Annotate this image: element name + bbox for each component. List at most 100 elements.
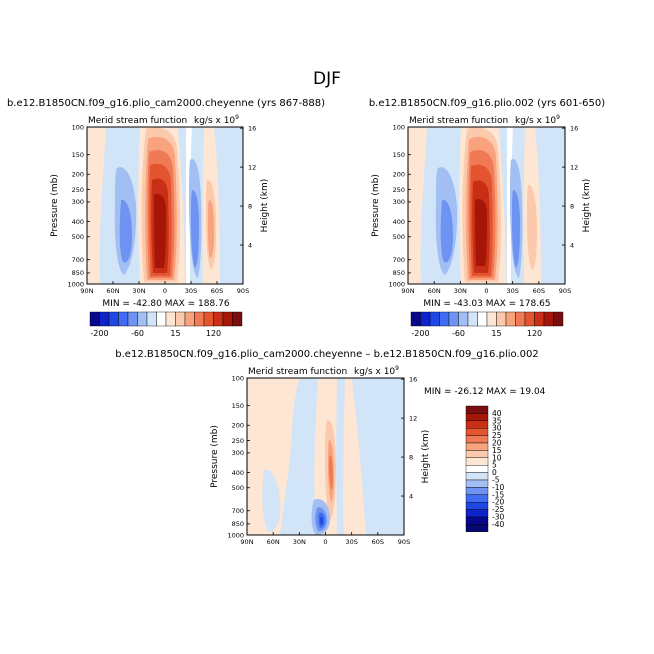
y-tick-label: 200	[393, 171, 405, 179]
panel-diff-title: b.e12.B1850CN.f09_g16.plio_cam2000.cheye…	[115, 349, 538, 360]
colorbar-swatch	[465, 413, 489, 421]
y-tick-label: 400	[72, 218, 84, 226]
colorbar-swatch	[465, 524, 489, 533]
panel-a-units: kg/s x 109	[194, 114, 239, 126]
panel-a-axes: 90N 60N 30N 0 30S 60S 90S 100 150 200 250 300 400 500…	[50, 123, 270, 295]
panel-b-stats: MIN = -43.03 MAX = 178.65	[423, 299, 550, 309]
x-tick-label: 0	[163, 287, 167, 295]
x-tick-label: 0	[323, 538, 327, 546]
colorbar-label: -20	[492, 498, 504, 507]
colorbar-label: -25	[492, 505, 504, 514]
y-right-tick-label: 8	[409, 453, 413, 461]
colorbar-label: 5	[492, 461, 497, 470]
x-tick-label: 60N	[106, 287, 119, 295]
panel-diff-subtitle: Merid stream function	[248, 367, 347, 377]
panel-b-subtitle: Merid stream function	[409, 116, 508, 126]
colorbar-swatch	[534, 311, 545, 327]
colorbar-swatch	[465, 420, 489, 429]
colorbar-swatch	[486, 311, 497, 327]
colorbar-label: 20	[492, 439, 502, 448]
x-tick-label: 30N	[132, 287, 145, 295]
x-tick-label: 60N	[267, 538, 280, 546]
y-tick-label: 300	[393, 198, 405, 206]
colorbar-swatch	[515, 311, 526, 327]
x-tick-label: 90S	[398, 538, 410, 546]
panel-diff: b.e12.B1850CN.f09_g16.plio_cam2000.cheye…	[115, 349, 545, 546]
y-right-axis-label: Height (km)	[582, 179, 592, 233]
colorbar-swatch	[465, 479, 489, 488]
y-tick-label: 1000	[67, 280, 84, 288]
panel-b-title: b.e12.B1850CN.f09_g16.plio.002 (yrs 601-…	[369, 98, 605, 109]
x-tick-label: 30S	[185, 287, 197, 295]
colorbar-label: 15	[492, 446, 502, 455]
y-tick-label: 150	[393, 151, 405, 159]
colorbar-swatch	[429, 311, 440, 327]
x-tick-label: 0	[484, 287, 488, 295]
panel-a-stats: MIN = -42.80 MAX = 188.76	[102, 299, 229, 309]
y-tick-label: 200	[232, 422, 244, 430]
panel-b-units: kg/s x 109	[515, 114, 560, 126]
contour-pos-6	[475, 199, 487, 266]
contour-neg-far-south	[541, 127, 565, 284]
y-tick-label: 100	[393, 123, 405, 131]
diff-neg-sw	[262, 469, 281, 532]
x-tick-label: 60S	[533, 287, 545, 295]
contour-neg-west-2	[440, 199, 453, 263]
panel-diff-stats: MIN = -26.12 MAX = 19.04	[424, 387, 546, 397]
colorbar-swatch	[127, 311, 138, 327]
panel-diff-field	[247, 378, 404, 535]
colorbar-swatch	[439, 311, 450, 327]
colorbar-swatch	[524, 311, 535, 327]
y-tick-label: 100	[72, 123, 84, 131]
colorbar-swatch	[465, 487, 489, 495]
colorbar-label: -10	[492, 483, 504, 492]
panel-a: b.e12.B1850CN.f09_g16.plio_cam2000.cheye…	[7, 98, 325, 338]
x-tick-label: 90S	[559, 287, 571, 295]
y-right-axis-label: Height (km)	[260, 179, 270, 233]
colorbar-swatch	[458, 311, 469, 327]
colorbar-label: -60	[131, 329, 144, 338]
y-tick-label: 300	[232, 449, 244, 457]
y-tick-label: 850	[232, 520, 244, 528]
contour-pos-weak-west	[87, 127, 106, 284]
colorbar-swatch	[156, 311, 167, 327]
y-right-tick-label: 4	[248, 241, 252, 249]
panel-a-colorbar: -200 -60 15 120	[89, 311, 243, 338]
colorbar-swatch	[465, 442, 489, 451]
x-tick-label: 90N	[401, 287, 414, 295]
y-tick-label: 500	[232, 484, 244, 492]
y-tick-label: 500	[393, 233, 405, 241]
diff-neg-bottom-4	[320, 516, 323, 525]
colorbar-swatch	[222, 311, 233, 327]
page-title: DJF	[313, 69, 341, 89]
contour-pos-6	[154, 194, 166, 268]
colorbar-swatch	[496, 311, 507, 327]
y-right-tick-label: 16	[248, 124, 256, 132]
panel-a-subtitle: Merid stream function	[88, 116, 187, 126]
x-tick-label: 60S	[372, 538, 384, 546]
y-right-tick-label: 12	[248, 163, 256, 171]
colorbar-swatch	[465, 465, 489, 473]
colorbar-label: -200	[411, 329, 429, 338]
colorbar-label: -40	[492, 520, 504, 529]
colorbar-swatch	[137, 311, 148, 327]
colorbar-swatch	[465, 502, 489, 510]
colorbar-swatch	[465, 509, 489, 518]
y-tick-label: 400	[232, 469, 244, 477]
y-tick-label: 850	[72, 269, 84, 277]
colorbar-swatch	[203, 311, 214, 327]
colorbar-swatch	[465, 450, 489, 458]
y-tick-label: 250	[72, 186, 84, 194]
x-tick-label: 90N	[80, 287, 93, 295]
x-tick-label: 30S	[506, 287, 518, 295]
panel-a-field	[87, 127, 243, 284]
colorbar-label: 25	[492, 431, 502, 440]
y-tick-label: 850	[393, 269, 405, 277]
colorbar-swatch	[99, 311, 110, 327]
colorbar-swatch	[184, 311, 195, 327]
y-tick-label: 400	[393, 218, 405, 226]
y-tick-label: 150	[72, 151, 84, 159]
y-tick-label: 150	[232, 402, 244, 410]
